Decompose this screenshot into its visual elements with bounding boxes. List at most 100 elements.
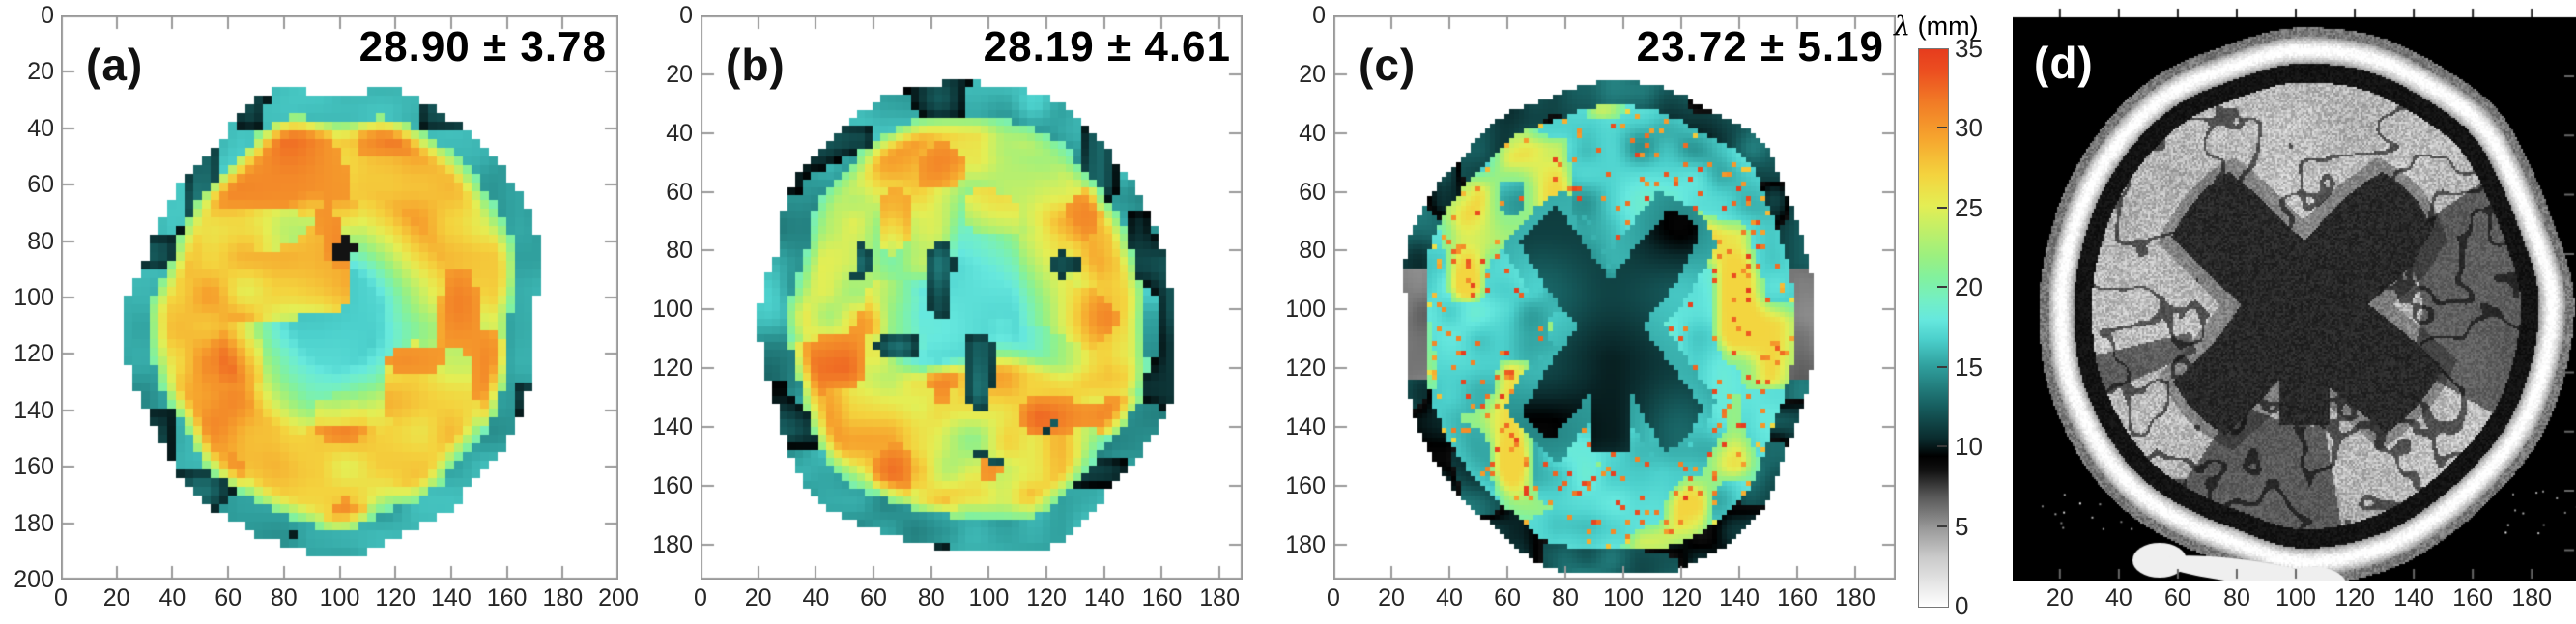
- x-tick-label-d: 140: [2393, 584, 2434, 611]
- x-tick-label-a: 180: [542, 584, 584, 611]
- y-tick-label-a: 160: [14, 453, 54, 481]
- panel-label-b: (b): [726, 40, 786, 90]
- colorbar-unit-label: (mm): [1910, 12, 1979, 41]
- y-tick-label-b: 140: [652, 412, 693, 440]
- colorbar-tick-mark: [1937, 365, 1947, 368]
- x-tick-label-b: 160: [1141, 584, 1183, 611]
- x-tick-label-a: 20: [102, 584, 130, 611]
- colorbar-tick-label: 35: [1955, 34, 1983, 63]
- annotation-mean-std-b: 28.19 ± 4.61: [983, 23, 1231, 71]
- x-tick-label-c: 20: [1378, 584, 1405, 611]
- x-tick-label-b: 20: [744, 584, 772, 611]
- y-tick-label-c: 140: [1285, 412, 1326, 440]
- y-tick-label-a: 100: [14, 284, 54, 311]
- x-tick-label-a: 40: [158, 584, 186, 611]
- panel-label-a: (a): [86, 40, 144, 90]
- y-tick-label-a: 180: [14, 509, 54, 537]
- panel-label-d: (d): [2034, 38, 2094, 88]
- x-tick-label-a: 200: [598, 584, 639, 611]
- colorbar-title: λ (mm): [1894, 12, 1979, 42]
- lambda-symbol: λ: [1894, 12, 1911, 42]
- y-tick-label-c: 0: [1312, 2, 1326, 29]
- x-tick-label-d: 20: [2046, 584, 2074, 611]
- colorbar-tick-label: 10: [1955, 432, 1983, 462]
- colorbar-tick-label: 25: [1955, 192, 1983, 222]
- x-tick-label-d: 160: [2452, 584, 2494, 611]
- y-tick-label-b: 80: [666, 237, 693, 265]
- x-tick-label-d: 80: [2223, 584, 2250, 611]
- x-tick-label-d: 100: [2275, 584, 2316, 611]
- x-tick-label-d: 120: [2334, 584, 2375, 611]
- x-tick-label-c: 180: [1835, 584, 1875, 611]
- x-tick-label-b: 0: [694, 584, 707, 611]
- y-tick-label-c: 120: [1285, 355, 1326, 382]
- y-tick-label-b: 0: [679, 2, 693, 29]
- y-tick-label-a: 80: [27, 227, 54, 255]
- y-tick-label-b: 160: [652, 471, 693, 499]
- x-tick-label-b: 120: [1026, 584, 1067, 611]
- x-tick-label-d: 60: [2164, 584, 2191, 611]
- x-tick-label-c: 0: [1327, 584, 1340, 611]
- x-tick-label-c: 40: [1436, 584, 1463, 611]
- x-tick-label-b: 80: [917, 584, 945, 611]
- y-tick-label-c: 20: [1299, 60, 1326, 88]
- x-tick-label-a: 140: [431, 584, 472, 611]
- y-tick-label-a: 40: [27, 114, 54, 142]
- colorbar-tick-label: 15: [1955, 352, 1983, 382]
- colorbar-tick-mark: [1937, 445, 1947, 448]
- y-tick-label-b: 40: [666, 119, 693, 147]
- y-tick-label-b: 120: [652, 355, 693, 382]
- annotation-mean-std-a: 28.90 ± 3.78: [358, 23, 607, 71]
- y-tick-label-a: 20: [27, 58, 54, 86]
- y-tick-label-c: 60: [1299, 178, 1326, 206]
- heatmap-canvas-b: [701, 15, 1243, 580]
- y-tick-label-c: 80: [1299, 237, 1326, 265]
- y-tick-label-c: 180: [1285, 530, 1326, 558]
- x-tick-label-c: 100: [1603, 584, 1644, 611]
- colorbar-tick-label: 20: [1955, 272, 1983, 302]
- x-tick-label-a: 100: [319, 584, 360, 611]
- x-tick-label-c: 80: [1552, 584, 1579, 611]
- x-tick-label-c: 120: [1661, 584, 1702, 611]
- annotation-mean-std-c: 23.72 ± 5.19: [1636, 23, 1884, 71]
- y-tick-label-c: 40: [1299, 119, 1326, 147]
- y-tick-label-b: 60: [666, 178, 693, 206]
- heatmap-canvas-a: [61, 15, 618, 580]
- colorbar-tick-mark: [1937, 206, 1947, 209]
- x-tick-label-c: 60: [1494, 584, 1521, 611]
- x-tick-label-a: 80: [270, 584, 298, 611]
- colorbar-gradient: [1918, 48, 1949, 608]
- heatmap-canvas-c: [1333, 15, 1896, 580]
- mri-canvas-d: [2013, 8, 2576, 581]
- y-tick-label-a: 120: [14, 340, 54, 368]
- colorbar-tick-label: 0: [1955, 591, 1969, 620]
- y-tick-label-a: 60: [27, 171, 54, 199]
- x-tick-label-b: 40: [802, 584, 830, 611]
- y-tick-label-b: 180: [652, 530, 693, 558]
- y-tick-label-a: 200: [14, 566, 54, 593]
- y-tick-label-b: 20: [666, 60, 693, 88]
- colorbar-tick-mark: [1937, 127, 1947, 129]
- x-tick-label-b: 60: [860, 584, 887, 611]
- colorbar-tick-label: 30: [1955, 113, 1983, 143]
- colorbar-tick-label: 5: [1955, 511, 1969, 541]
- x-tick-label-d: 40: [2104, 584, 2132, 611]
- x-tick-label-b: 180: [1199, 584, 1240, 611]
- x-tick-label-a: 120: [375, 584, 416, 611]
- x-tick-label-c: 140: [1719, 584, 1760, 611]
- y-tick-label-b: 100: [652, 296, 693, 324]
- x-tick-label-a: 60: [215, 584, 242, 611]
- x-tick-label-c: 160: [1777, 584, 1818, 611]
- x-tick-label-d: 180: [2511, 584, 2553, 611]
- y-tick-label-a: 140: [14, 396, 54, 424]
- panel-label-c: (c): [1359, 40, 1417, 90]
- colorbar-tick-mark: [1937, 525, 1947, 527]
- y-tick-label-a: 0: [41, 2, 54, 29]
- x-tick-label-b: 100: [968, 584, 1010, 611]
- colorbar-tick-mark: [1937, 286, 1947, 289]
- x-tick-label-b: 140: [1083, 584, 1125, 611]
- x-tick-label-a: 0: [54, 584, 68, 611]
- x-tick-label-a: 160: [486, 584, 528, 611]
- y-tick-label-c: 100: [1285, 296, 1326, 324]
